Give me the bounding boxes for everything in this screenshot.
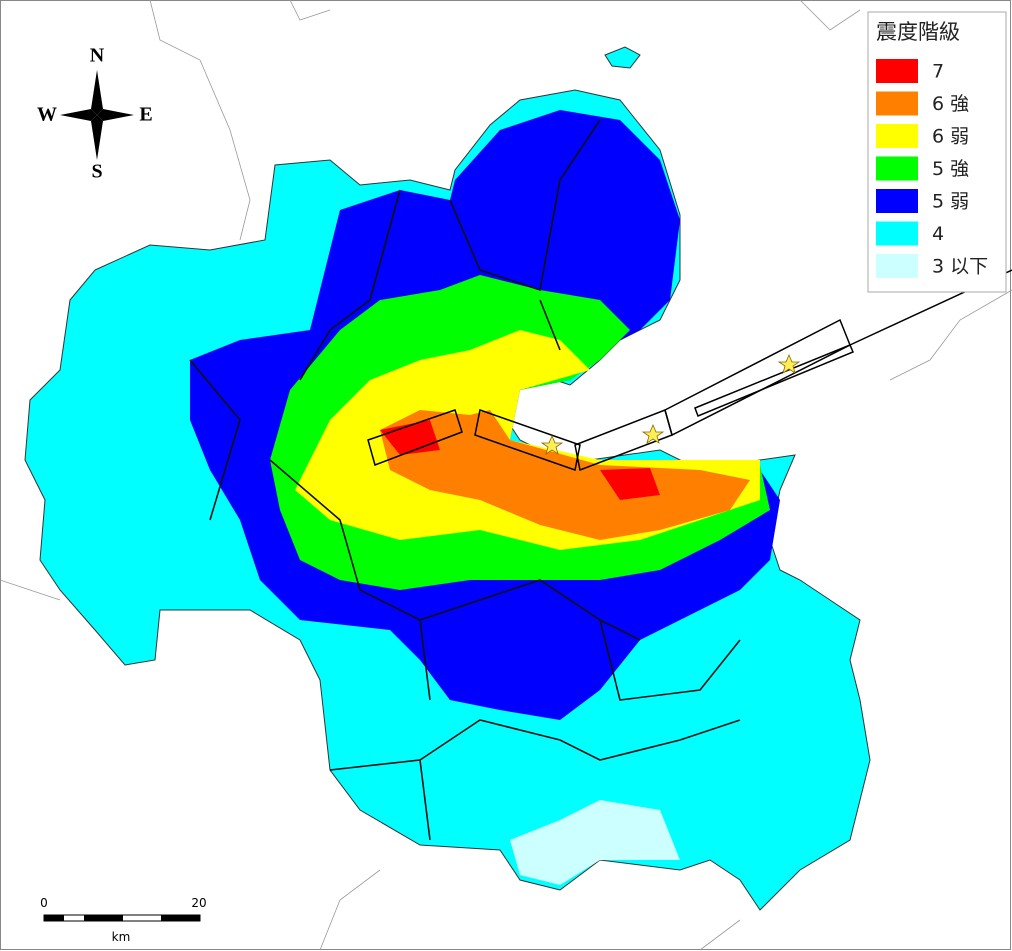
scale-start: 0 (40, 896, 48, 910)
scale-end: 20 (191, 896, 206, 910)
legend-swatch (876, 189, 918, 213)
scale-unit: km (112, 930, 131, 944)
legend-label: 6 弱 (932, 126, 969, 148)
epicenter (540, 353, 801, 455)
legend-label: 6 強 (932, 93, 969, 115)
compass: N S W E (37, 45, 153, 183)
compass-west: W (37, 104, 57, 126)
land-intensity-6-strong (380, 410, 750, 540)
legend-swatch (876, 221, 918, 246)
legend-label: 7 (932, 61, 944, 83)
compass-south: S (91, 161, 102, 183)
legend-label: 4 (932, 223, 944, 245)
compass-north: N (90, 45, 105, 67)
scale-bar: 0 20 km (40, 896, 206, 944)
boundary (189, 119, 741, 841)
land-intensity-7 (600, 468, 660, 500)
legend-label: 3 以下 (932, 256, 988, 278)
legend: 震度階級 7 6 強 6 弱 5 強 5 弱 4 3 以下 (867, 11, 1007, 293)
legend-title: 震度階級 (876, 20, 960, 44)
legend-swatch (876, 254, 918, 278)
land-intensity-3 (510, 800, 680, 885)
legend-box (867, 11, 1007, 293)
legend-label: 5 弱 (932, 191, 969, 213)
legend-swatch (876, 124, 918, 148)
legend-swatch (876, 91, 918, 116)
legend-label: 5 強 (932, 158, 969, 180)
island (604, 46, 641, 69)
compass-east: E (139, 104, 152, 126)
legend-swatch (876, 59, 918, 83)
legend-swatch (876, 156, 918, 181)
